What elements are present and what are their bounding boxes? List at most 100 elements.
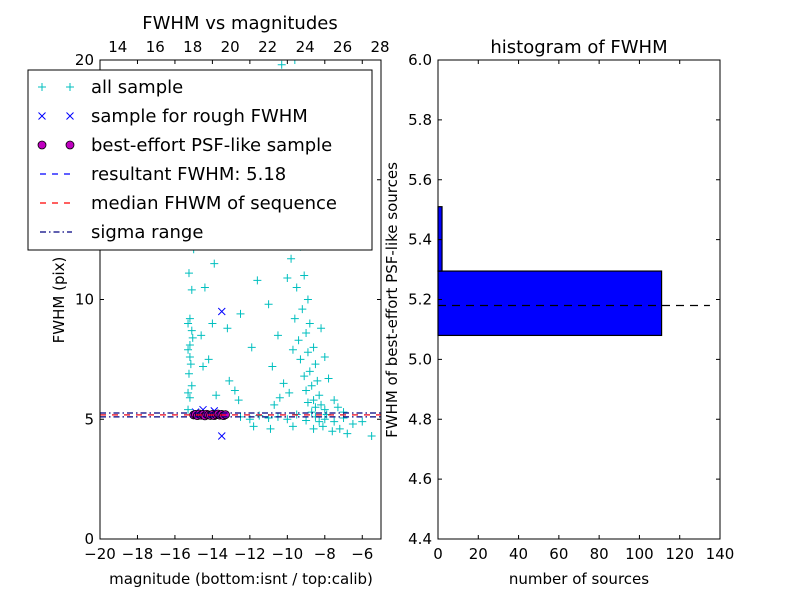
data-point [333,403,342,412]
data-point [311,360,320,369]
legend-marker-icon [37,140,47,150]
data-point [296,355,305,364]
data-point [283,273,292,282]
y-tick-label: 10 [75,291,94,309]
data-point [249,422,258,431]
data-point [311,403,320,412]
data-point [275,393,284,402]
data-point [187,381,196,390]
histogram-bar [437,270,663,337]
data-point [266,424,275,433]
data-point [208,319,217,328]
histogram-bar [437,206,443,272]
data-point [264,300,273,309]
data-point [358,417,367,426]
y-axis-label: FWHM of best-effort PSF-like sources [383,162,401,438]
data-point [320,405,329,414]
data-point [210,259,219,268]
x-tick-label: 20 [469,545,488,563]
data-point [294,336,303,345]
data-point [317,324,326,333]
x-tick-label: 100 [625,545,654,563]
data-point [217,432,226,440]
legend-label: best-effort PSF-like sample [91,135,332,156]
y-tick-label: 5.8 [408,111,432,129]
data-point [348,420,357,429]
data-point [343,429,352,438]
data-point [200,283,209,292]
data-point [320,352,329,361]
data-point [309,424,318,433]
data-point [303,295,312,304]
data-point [270,400,279,409]
legend-label: resultant FWHM: 5.18 [91,164,286,185]
data-point [185,341,194,350]
y-tick-label: 5 [84,410,94,428]
scatter-plot-area [100,60,381,441]
data-point [313,376,322,385]
legend-item: sample for rough FWHM [38,106,308,127]
data-point [367,432,376,441]
y-tick-label: 5.4 [408,231,432,249]
data-point [212,391,221,400]
legend-label: median FHWM of sequence [91,193,337,214]
legend-item: best-effort PSF-like sample [37,135,332,156]
data-point [185,314,194,323]
x-tick-label: 140 [706,545,735,563]
data-point [288,345,297,354]
data-point [230,386,239,395]
data-point [300,271,309,280]
data-point [302,416,311,425]
x-tick-label: 40 [509,545,528,563]
data-point [184,319,193,328]
data-point [184,405,193,414]
legend-label: all sample [91,77,183,98]
legend: all sample sample for rough FWHM best-effo… [27,69,373,251]
data-point [317,400,326,409]
data-point [328,427,337,436]
data-point [184,369,193,378]
y-tick-label: 5.2 [408,291,432,309]
y-tick-label: 20 [75,51,94,69]
data-point [197,331,206,340]
x-tick-label: 0 [433,545,443,563]
legend-label: sample for rough FWHM [91,106,308,127]
top-x-tick-label: 22 [258,38,277,56]
data-point [298,305,307,314]
y-tick-label: 4.6 [408,470,432,488]
data-point [277,60,286,69]
legend-item: sigma range [40,222,203,243]
data-point [273,331,282,340]
data-point [188,333,197,342]
data-point [330,396,339,405]
data-point [335,424,344,433]
data-point [320,415,329,424]
data-point [315,417,324,426]
legend-box [27,69,373,251]
x-tick-label: −12 [234,545,266,563]
legend-marker-icon [66,112,74,120]
data-point [223,324,232,333]
legend-item: all sample [38,77,183,98]
histogram-axes: 0 20 40 60 80 100 120 140 4.4 4.6 4.8 5.0 5.2 5.4 5.6 5… [383,37,734,588]
data-point [236,309,245,318]
scatter-axes: −20 −18 −16 −14 −12 −10 −8 −6 14 16 18 20 22 24 26 28 0 5… [50,13,390,588]
data-point [307,408,316,417]
x-tick-label: 60 [549,545,568,563]
legend-marker-icon [65,140,75,150]
data-point [309,343,318,352]
data-point [318,422,327,431]
y-tick-label: 6.0 [408,51,432,69]
data-point [255,411,264,420]
data-point [287,254,296,263]
data-point [302,386,311,395]
y-tick-label: 4.4 [408,530,432,548]
data-point [303,348,312,357]
data-point [217,307,226,316]
x-tick-label: −16 [159,545,191,563]
x-axis-label: number of sources [509,570,649,588]
data-point [268,362,277,371]
data-point [225,376,234,385]
data-point [184,269,193,278]
x-tick-label: 120 [665,545,694,563]
